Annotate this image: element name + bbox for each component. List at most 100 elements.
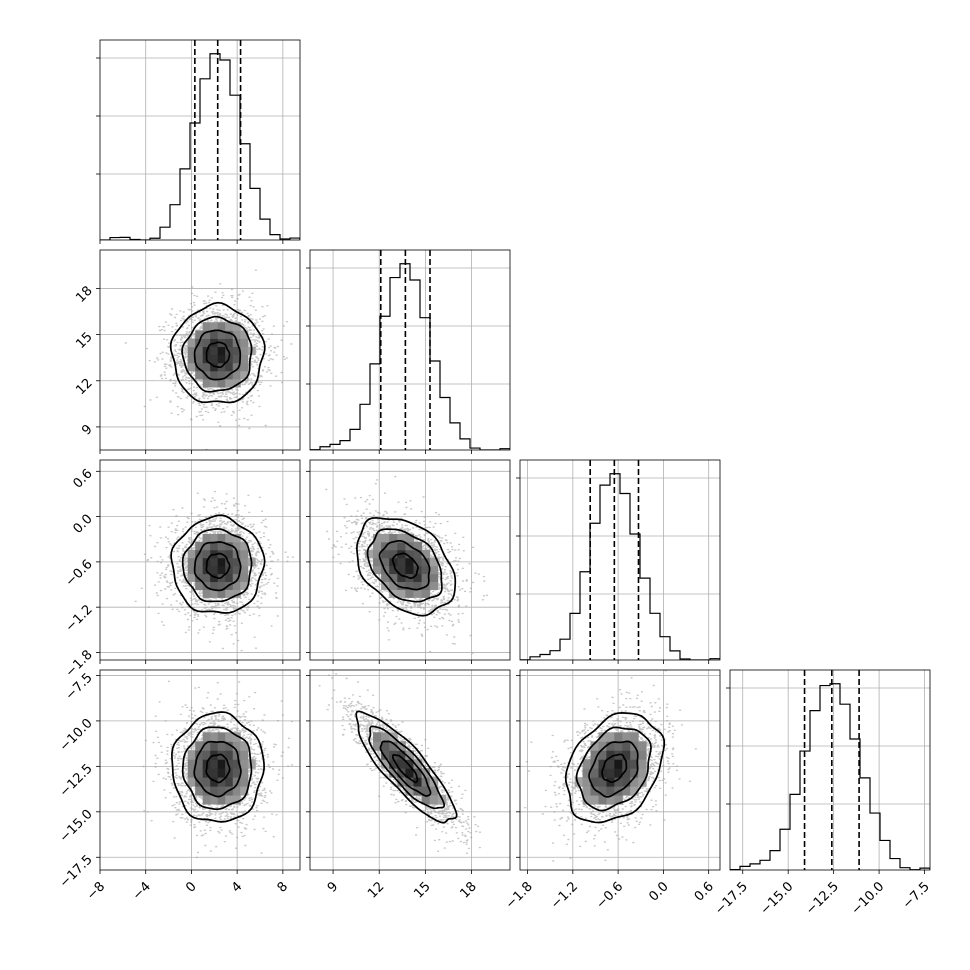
density-cell <box>232 589 241 598</box>
density-cell <box>202 330 211 339</box>
density-cell <box>638 750 647 760</box>
contour-level-0 <box>391 552 419 579</box>
density-cell <box>210 322 219 331</box>
density-cell <box>240 768 249 778</box>
density-cell <box>202 786 211 796</box>
density-cell <box>187 338 196 348</box>
density-cell <box>582 768 592 778</box>
panel-plot-area <box>100 40 300 240</box>
density-cell <box>202 362 211 372</box>
density-cell <box>590 741 599 751</box>
density-cell <box>389 565 398 575</box>
x-tick-label: 0.6 <box>692 879 717 904</box>
density-cell <box>574 777 584 787</box>
density-cell <box>210 573 219 583</box>
contour-level-1 <box>588 740 639 798</box>
density-cell <box>232 370 241 380</box>
density-cell <box>225 573 234 583</box>
density-cell <box>225 338 234 348</box>
density-cell <box>195 541 204 551</box>
density-cell <box>405 750 414 760</box>
contour-level-3 <box>171 711 265 823</box>
density-cell <box>397 759 406 769</box>
panel-3-0: −8 −4 0 4 8−17.5−15.0−12.5−10.0−7.5 <box>57 669 301 903</box>
panel-plot-area <box>100 460 300 660</box>
panel-frame <box>519 669 721 871</box>
density-cell <box>225 362 234 372</box>
x-tick-label: −12.5 <box>803 879 842 918</box>
density-cell <box>413 573 423 583</box>
y-tick-label: 0.6 <box>70 466 95 491</box>
density-cell <box>232 362 241 372</box>
density-cell <box>405 581 414 590</box>
density-cell <box>187 362 196 372</box>
density-cell <box>373 541 382 551</box>
density-cell <box>195 330 204 339</box>
density-cell <box>421 565 431 575</box>
density-cell <box>389 541 398 551</box>
density-cell <box>202 777 211 787</box>
x-tick-label: 12 <box>365 879 387 901</box>
contour-level-2 <box>181 528 253 603</box>
density-cell <box>429 557 439 567</box>
density-cell <box>232 330 241 339</box>
density-cell <box>397 589 406 598</box>
density-cell <box>187 759 196 769</box>
panel-2-0: −1.8−1.2−0.60.00.6 <box>63 459 301 680</box>
x-tick-label: −1.2 <box>548 879 581 912</box>
density-cell <box>381 573 390 583</box>
density-cell <box>195 750 204 760</box>
density-cell <box>187 549 196 559</box>
panel-plot-area <box>100 250 300 450</box>
density-cell <box>622 732 631 742</box>
density-cell <box>421 557 431 567</box>
density-cell <box>225 795 234 805</box>
panel-frame <box>729 669 931 871</box>
contour-level-1 <box>193 329 242 381</box>
y-tick-label: −15.0 <box>57 807 96 846</box>
density-cell <box>389 741 398 751</box>
density-cell <box>217 795 226 805</box>
density-cell <box>413 581 423 590</box>
density-cell <box>232 741 241 751</box>
density-cell <box>598 795 607 805</box>
density-cell <box>202 322 211 331</box>
density-cell <box>397 565 406 575</box>
density-cell <box>582 777 592 787</box>
contour-level-3 <box>169 301 266 404</box>
density-cell <box>232 573 241 583</box>
density-cell <box>225 589 234 598</box>
contour-level-2 <box>366 528 443 603</box>
density-cell <box>413 768 423 778</box>
density-cell <box>405 759 414 769</box>
contour-level-3 <box>355 710 458 824</box>
density-cell <box>217 759 226 769</box>
panel-frame <box>99 39 301 241</box>
density-cell <box>187 777 196 787</box>
density-cell <box>240 541 249 551</box>
contour-level-0 <box>205 341 231 369</box>
density-cell <box>210 589 219 598</box>
density-cell <box>405 589 414 598</box>
density-cell <box>614 732 623 742</box>
panel-2-2 <box>516 459 721 664</box>
density-cell <box>421 786 431 796</box>
density-cell <box>373 533 382 543</box>
y-tick-label: 0.0 <box>70 512 95 537</box>
density-cell <box>202 573 211 583</box>
density-cell <box>195 565 204 575</box>
panel-plot-area <box>730 670 930 870</box>
density-cell <box>598 759 607 769</box>
density-cell <box>217 370 226 380</box>
density-cell <box>217 346 226 356</box>
density-cell <box>232 759 241 769</box>
x-tick-label: −17.5 <box>712 879 751 918</box>
density-cell <box>217 565 226 575</box>
density-cell <box>217 732 226 742</box>
density-cell <box>413 759 423 769</box>
y-tick-label: −12.5 <box>57 761 96 800</box>
density-cell <box>614 741 623 751</box>
density-cell <box>397 581 406 590</box>
density-cell <box>421 549 431 559</box>
density-cell <box>202 541 211 551</box>
